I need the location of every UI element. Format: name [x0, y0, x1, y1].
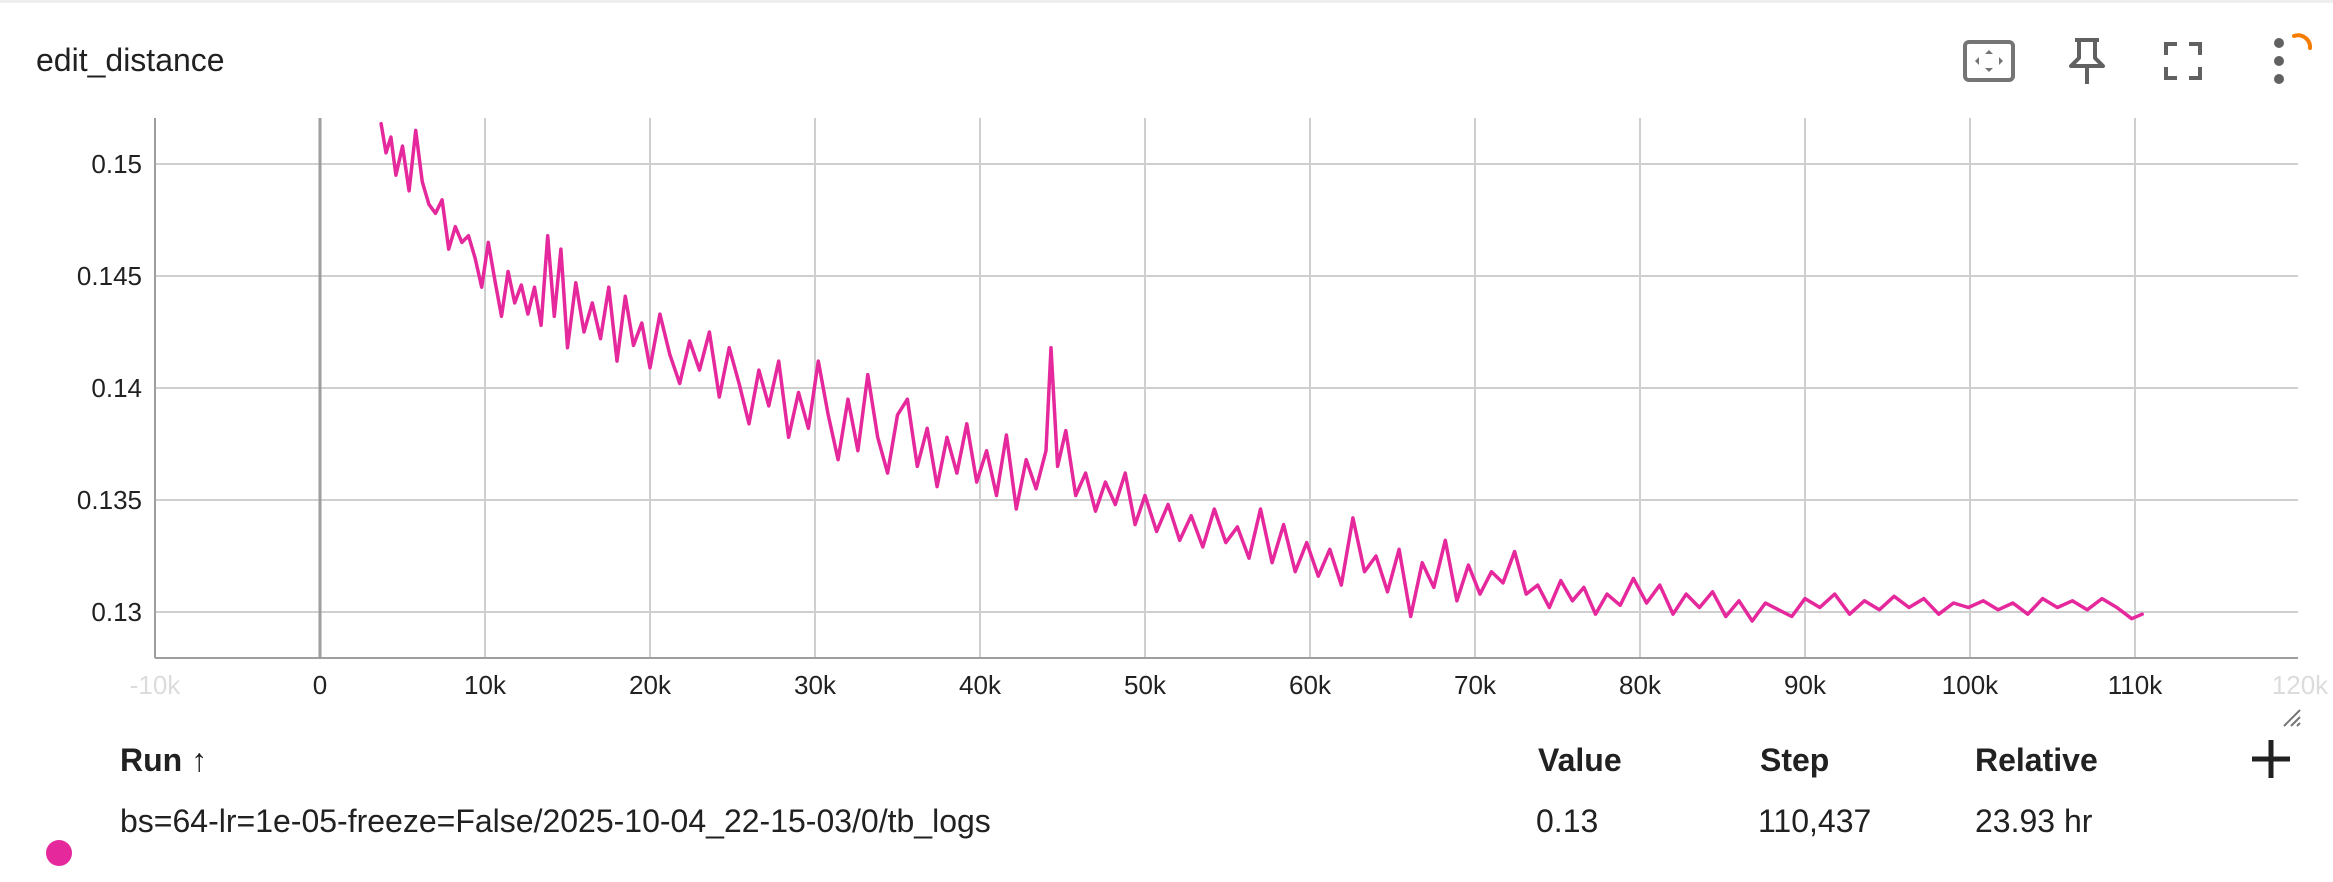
x-tick-label: -10k [130, 670, 182, 700]
card-title: edit_distance [36, 42, 225, 78]
fullscreen-icon[interactable] [2150, 28, 2216, 94]
y-tick-label: 0.15 [91, 149, 142, 179]
x-tick-label: 30k [794, 670, 837, 700]
x-tick-label: 20k [629, 670, 672, 700]
x-axis-ticks: -10k 0 10k 20k 30k 40k 50k 60k 70k 80k 90k 100k 110k… [130, 670, 2329, 700]
x-tick-label: 90k [1784, 670, 1827, 700]
add-column-button[interactable] [2246, 732, 2296, 786]
run-name: bs=64-lr=1e-05-freeze=False/2025-10-04_2… [120, 803, 991, 839]
column-header-value[interactable]: Value [1538, 742, 1622, 778]
series-layer [379, 121, 2144, 623]
x-tick-label: 60k [1289, 670, 1332, 700]
x-tick-label: 50k [1124, 670, 1167, 700]
x-tick-label: 80k [1619, 670, 1662, 700]
run-color-dot [46, 840, 72, 866]
y-tick-label: 0.145 [77, 261, 142, 291]
plus-icon [2252, 740, 2290, 778]
column-header-run[interactable]: Run ↑ [120, 742, 208, 778]
loading-spinner-icon [2292, 33, 2312, 50]
y-tick-label: 0.14 [91, 373, 142, 403]
x-tick-label: 10k [464, 670, 507, 700]
column-header-step[interactable]: Step [1760, 742, 1830, 778]
fit-domain-icon[interactable] [1956, 28, 2022, 94]
more-vert-icon[interactable] [2246, 28, 2312, 94]
resize-handle-icon[interactable] [2280, 706, 2302, 728]
chart-axes [154, 118, 2298, 659]
run-relative: 23.93 hr [1975, 803, 2093, 839]
column-header-relative[interactable]: Relative [1975, 742, 2098, 778]
y-axis-ticks: 0.13 0.135 0.14 0.145 0.15 [77, 149, 142, 627]
series-line [379, 121, 2144, 623]
run-value: 0.13 [1536, 803, 1599, 839]
x-tick-label: 110k [2108, 670, 2163, 700]
run-step: 110,437 [1758, 803, 1872, 839]
y-tick-label: 0.13 [91, 597, 142, 627]
x-tick-label: 40k [959, 670, 1002, 700]
line-chart[interactable]: 0.13 0.135 0.14 0.145 0.15 -10k 0 10k 20k 30k 40k… [0, 0, 2333, 720]
x-tick-label: 120k [2272, 670, 2329, 700]
x-tick-label: 70k [1454, 670, 1497, 700]
x-tick-label: 100k [1942, 670, 1999, 700]
top-divider [0, 0, 2333, 3]
y-tick-label: 0.135 [77, 485, 142, 515]
pin-icon[interactable] [2054, 28, 2120, 94]
chart-grid [155, 118, 2298, 658]
x-tick-label: 0 [313, 670, 327, 700]
